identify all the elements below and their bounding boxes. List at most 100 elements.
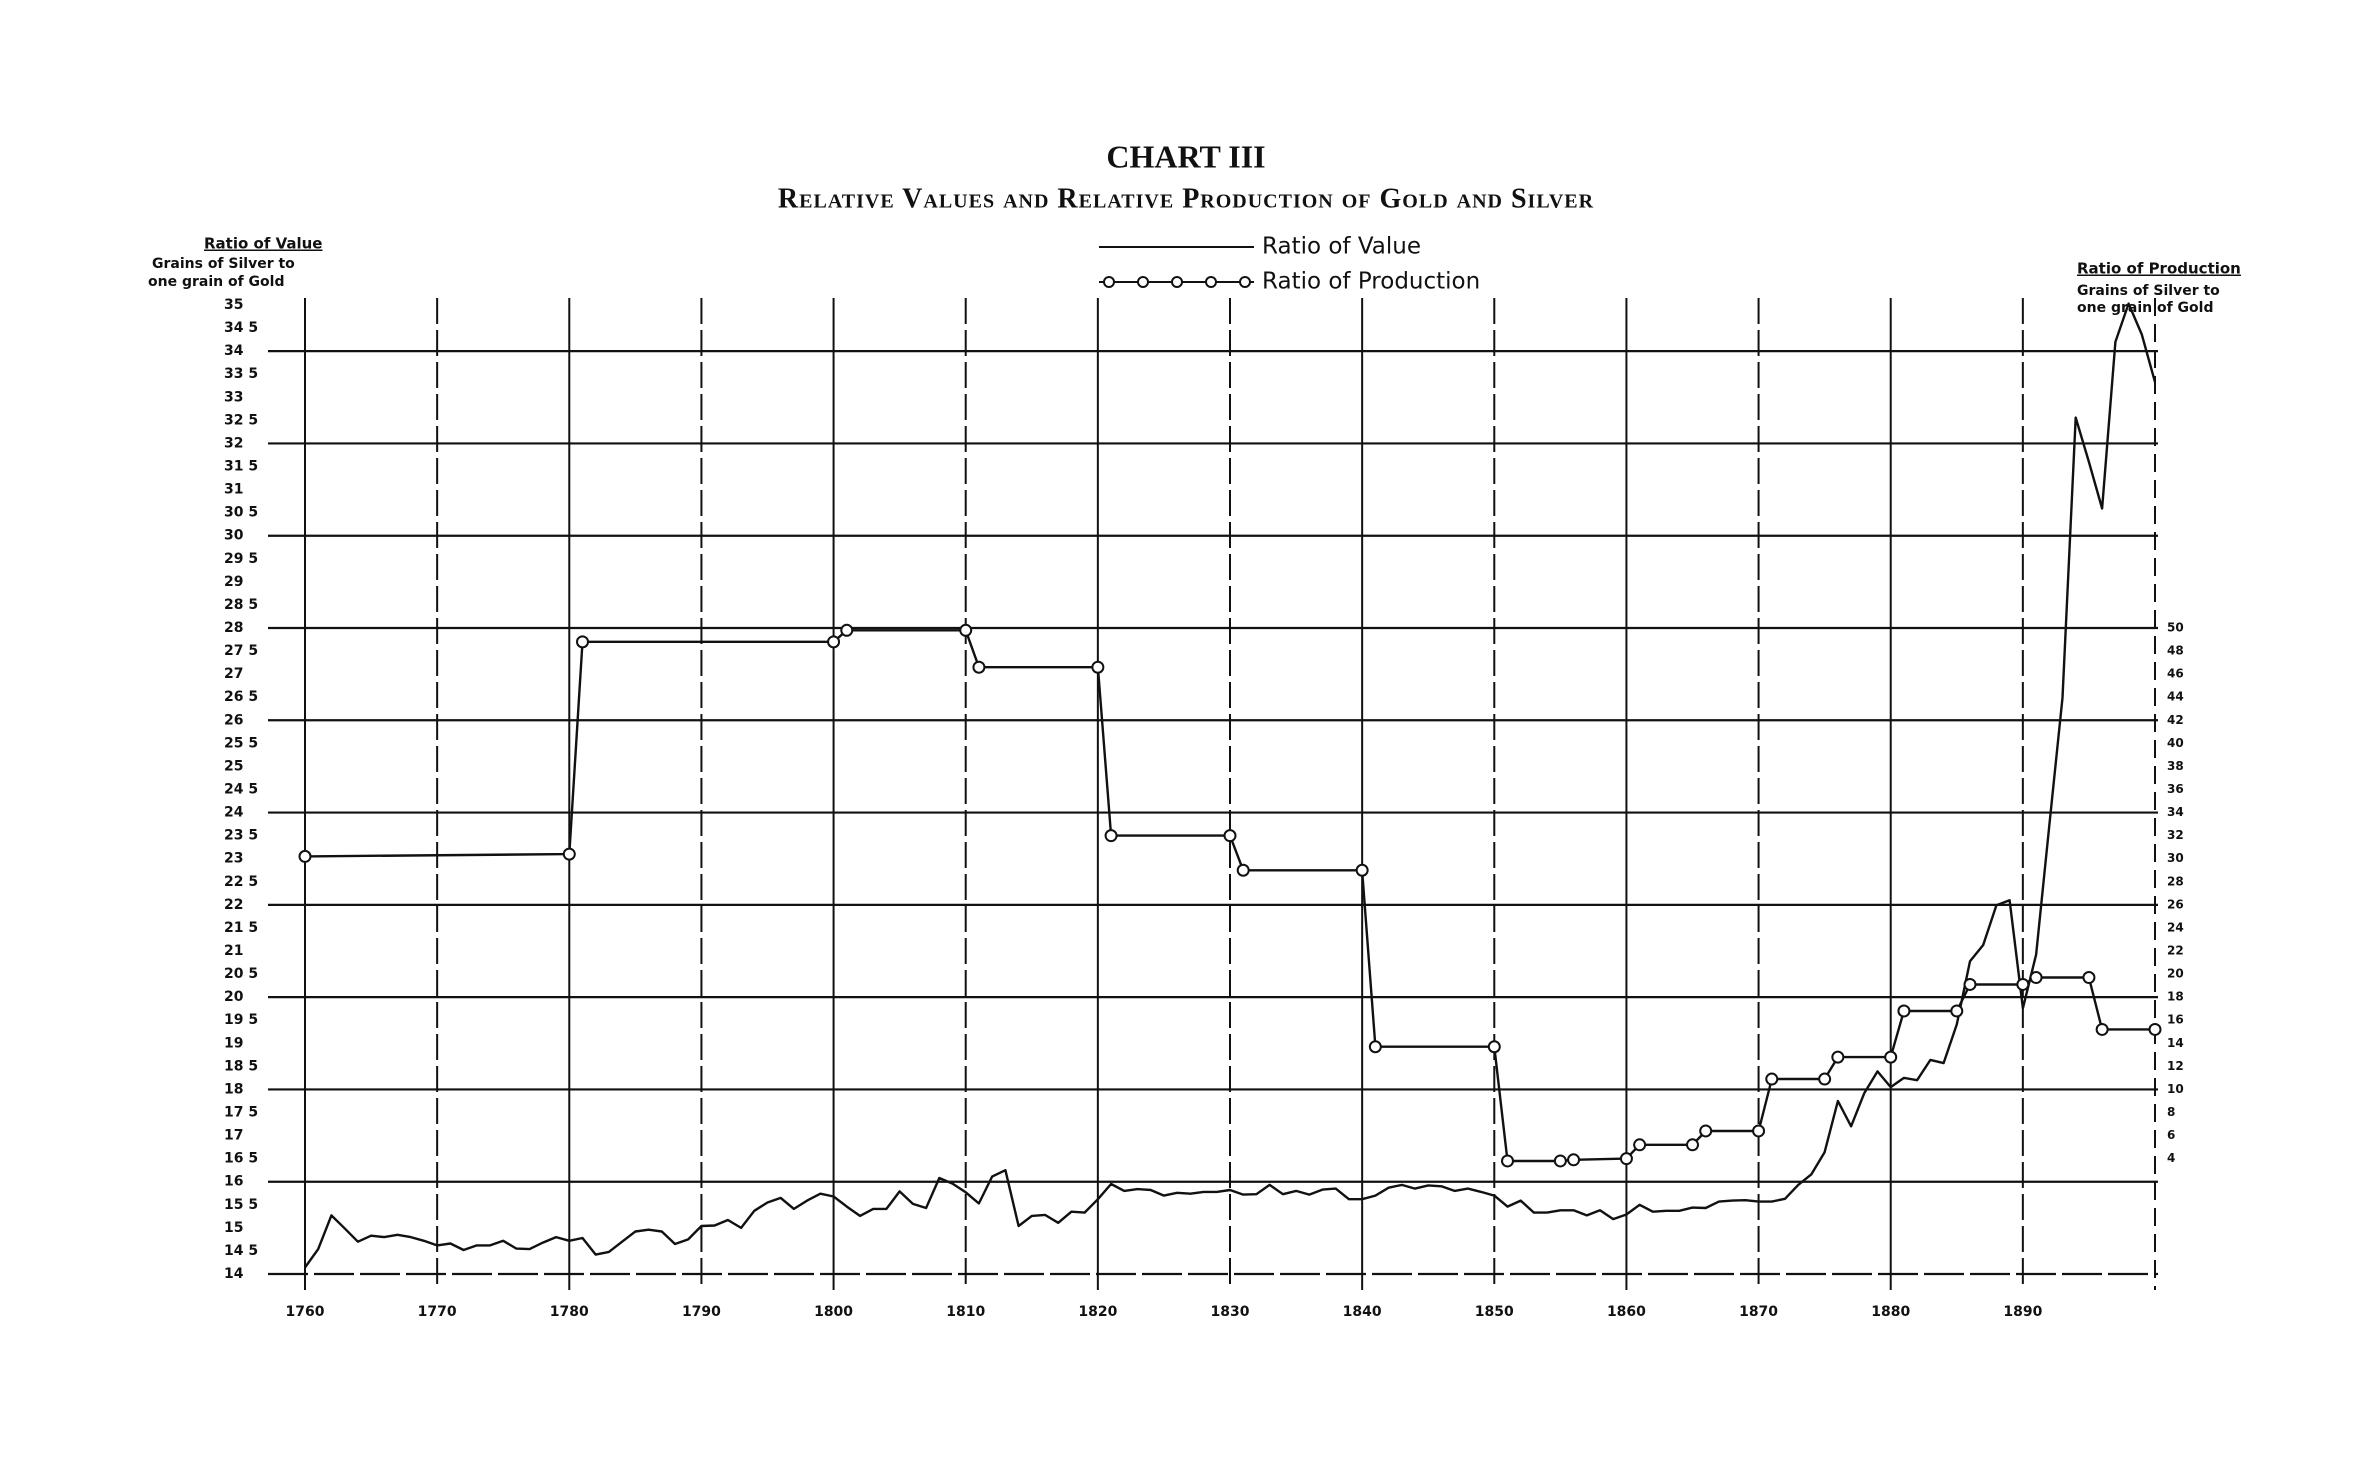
chart-title: CHART III xyxy=(1106,138,1265,174)
y2-axis-title: Ratio of Production xyxy=(2077,260,2241,278)
y-tick-label: 19 5 xyxy=(224,1012,258,1028)
x-tick-label: 1810 xyxy=(946,1304,985,1320)
data-point xyxy=(1818,1072,1832,1086)
y-tick-label: 29 xyxy=(224,574,243,590)
y-tick-label: 26 5 xyxy=(224,689,258,705)
data-point xyxy=(959,623,973,637)
y-tick-label: 14 5 xyxy=(224,1243,258,1259)
y-tick-label: 34 5 xyxy=(224,320,258,336)
data-point xyxy=(1633,1138,1647,1152)
y-tick-label: 31 xyxy=(224,482,243,498)
data-point xyxy=(1619,1152,1633,1166)
y2-axis-subtitle: one grain of Gold xyxy=(2077,300,2213,316)
y2-tick-label: 6 xyxy=(2167,1128,2175,1142)
data-point xyxy=(298,849,312,863)
data-point xyxy=(1752,1124,1766,1138)
data-point xyxy=(840,623,854,637)
y2-tick-label: 40 xyxy=(2167,736,2184,750)
data-point xyxy=(1567,1153,1581,1167)
y-axis-title: Ratio of Value xyxy=(204,235,322,253)
y-tick-label: 14 xyxy=(224,1266,244,1282)
data-point xyxy=(1699,1124,1713,1138)
y2-tick-label: 4 xyxy=(2167,1151,2175,1165)
legend-label: Ratio of Value xyxy=(1262,234,1421,260)
data-point xyxy=(1501,1154,1514,1168)
y-tick-label: 22 5 xyxy=(224,874,258,890)
x-tick-label: 1880 xyxy=(1871,1304,1910,1320)
chart-subtitle: Relative Values and Relative Production … xyxy=(778,183,1594,214)
y-tick-label: 34 xyxy=(224,343,244,359)
y-tick-label: 28 xyxy=(224,620,243,636)
y2-tick-label: 46 xyxy=(2167,667,2184,681)
y-tick-label: 21 5 xyxy=(224,920,258,936)
data-point xyxy=(576,635,589,649)
y-tick-label: 20 5 xyxy=(224,966,258,982)
y-axis-subtitle: one grain of Gold xyxy=(148,274,284,290)
y-tick-label: 29 5 xyxy=(224,551,258,567)
y-tick-label: 23 5 xyxy=(224,828,258,844)
y-tick-label: 28 5 xyxy=(224,597,258,613)
y-tick-label: 20 xyxy=(224,989,244,1005)
y-tick-label: 17 5 xyxy=(224,1105,258,1121)
y2-tick-label: 38 xyxy=(2167,759,2184,773)
y-tick-label: 23 xyxy=(224,851,243,867)
data-point xyxy=(2029,971,2043,985)
legend-marker xyxy=(1205,276,1217,288)
y2-tick-label: 18 xyxy=(2167,990,2184,1004)
y-tick-label: 16 xyxy=(224,1174,243,1190)
legend-marker xyxy=(1239,276,1251,288)
x-tick-label: 1790 xyxy=(682,1304,721,1320)
y-tick-label: 15 5 xyxy=(224,1197,258,1213)
legend-marker xyxy=(1103,276,1115,288)
y-tick-label: 18 5 xyxy=(224,1058,258,1074)
y2-tick-label: 50 xyxy=(2167,621,2184,635)
data-point xyxy=(2095,1022,2109,1036)
y-tick-label: 31 5 xyxy=(224,459,258,475)
y2-tick-label: 48 xyxy=(2167,644,2184,658)
y-tick-label: 24 xyxy=(224,805,244,821)
y-tick-label: 25 5 xyxy=(224,735,258,751)
data-point xyxy=(562,847,576,861)
x-tick-label: 1850 xyxy=(1475,1304,1514,1320)
data-point xyxy=(1963,977,1977,991)
data-point xyxy=(1897,1004,1911,1018)
data-point xyxy=(1223,829,1237,843)
y2-tick-label: 30 xyxy=(2167,851,2184,865)
x-tick-label: 1840 xyxy=(1343,1304,1382,1320)
series-line xyxy=(304,302,2157,1269)
data-point xyxy=(2148,1022,2162,1036)
data-point xyxy=(1553,1154,1567,1168)
data-point xyxy=(1831,1050,1845,1064)
y-tick-label: 15 xyxy=(224,1220,243,1236)
y-tick-label: 27 5 xyxy=(224,643,258,659)
legend-marker xyxy=(1137,276,1149,288)
y-tick-label: 16 5 xyxy=(224,1151,258,1167)
y2-tick-label: 42 xyxy=(2167,713,2184,727)
y-tick-label: 21 xyxy=(224,943,243,959)
series-line xyxy=(304,629,2155,1163)
y2-tick-label: 36 xyxy=(2167,782,2184,796)
y2-tick-label: 20 xyxy=(2167,967,2184,981)
y-tick-label: 24 5 xyxy=(224,782,258,798)
data-point xyxy=(1487,1040,1501,1054)
x-tick-label: 1860 xyxy=(1607,1304,1646,1320)
data-point xyxy=(1368,1040,1382,1054)
y-tick-label: 19 xyxy=(224,1035,243,1051)
y-axis-subtitle: Grains of Silver to xyxy=(152,256,295,272)
y2-tick-label: 32 xyxy=(2167,828,2184,842)
y-tick-label: 32 5 xyxy=(224,412,258,428)
data-point xyxy=(827,635,841,649)
y-tick-label: 30 5 xyxy=(224,505,258,521)
y2-tick-label: 24 xyxy=(2167,920,2184,934)
x-tick-label: 1760 xyxy=(286,1304,325,1320)
x-tick-label: 1890 xyxy=(2003,1304,2042,1320)
x-tick-label: 1830 xyxy=(1211,1304,1250,1320)
y2-tick-label: 28 xyxy=(2167,874,2184,888)
data-point xyxy=(1104,829,1118,843)
y2-tick-label: 10 xyxy=(2167,1082,2184,1096)
y-tick-label: 27 xyxy=(224,666,243,682)
y-tick-label: 26 xyxy=(224,712,243,728)
data-point xyxy=(2016,977,2030,991)
y-tick-label: 17 xyxy=(224,1128,243,1144)
